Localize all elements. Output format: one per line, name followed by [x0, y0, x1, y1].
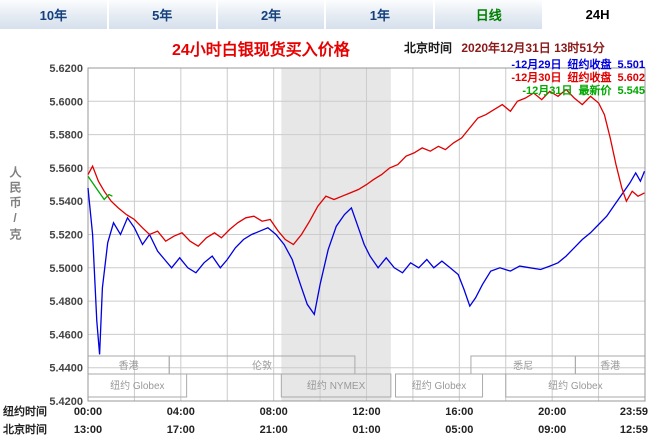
y-tick-label: 5.5200	[49, 230, 83, 242]
market-session-label: 纽约 Globex	[110, 379, 164, 392]
tab-2-year[interactable]: 2年	[217, 0, 327, 29]
y-tick-label: 5.6200	[49, 63, 83, 75]
x-tick-bj-time: 13:00	[74, 424, 102, 436]
plot-border	[87, 67, 646, 402]
legend-row-dec29: -12月29日 纽约收盘 5.501	[511, 59, 645, 72]
period-tabbar: 10年 5年 2年 1年 日线 24H	[0, 0, 651, 29]
beijing-time-label: 北京时间	[404, 41, 453, 55]
x-tick-ny-time: 04:00	[167, 406, 195, 418]
legend-desc: 最新价	[578, 85, 612, 97]
market-session-box	[168, 355, 356, 375]
legend-row-dec31: -12月31日 最新价 5.545	[511, 85, 645, 98]
price-line-12月30日	[87, 88, 645, 248]
market-session-label: 伦敦	[252, 359, 272, 372]
legend-value: 5.545	[617, 85, 645, 97]
legend-date: 12月29日	[514, 59, 562, 71]
legend-line-marker: -	[522, 85, 526, 97]
market-session-box	[87, 373, 188, 398]
tab-24h[interactable]: 24H	[544, 0, 651, 29]
market-session-box	[280, 373, 392, 398]
market-session-box	[470, 355, 576, 375]
y-tick-label: 5.5000	[49, 263, 83, 275]
legend-desc: 纽约收盘	[567, 72, 612, 84]
price-line-12月31日	[87, 175, 113, 201]
ny-time-axis-label: 纽约时间	[3, 404, 47, 418]
market-session-label: 纽约 Globex	[548, 379, 602, 392]
x-tick-ny-time: 00:00	[74, 406, 102, 418]
tab-10-year[interactable]: 10年	[0, 0, 109, 29]
session-highlight-band	[281, 68, 391, 401]
y-tick-label: 5.4200	[49, 396, 83, 408]
legend-line-marker: -	[511, 59, 515, 71]
legend-line-marker: -	[511, 72, 515, 84]
x-tick-ny-time: 16:00	[445, 406, 473, 418]
market-session-box	[395, 373, 484, 398]
market-session-label: 香港	[600, 360, 620, 372]
legend-date: 12月31日	[525, 85, 573, 97]
market-session-label: 纽约 Globex	[412, 379, 466, 392]
x-tick-bj-time: 05:00	[445, 424, 473, 436]
x-tick-bj-time: 12:59	[620, 424, 648, 436]
y-tick-label: 5.5400	[49, 196, 83, 208]
legend-date: 12月30日	[514, 72, 562, 84]
chart-title: 24小时白银现货买入价格	[172, 42, 350, 59]
market-session-box	[574, 355, 646, 375]
market-session-label: 香港	[119, 360, 139, 372]
legend: -12月29日 纽约收盘 5.501 -12月30日 纽约收盘 5.602 -12月31…	[511, 59, 645, 98]
legend-value: 5.602	[617, 72, 645, 84]
beijing-time-display: 北京时间 2020年12月31日 13时51分	[404, 39, 605, 56]
beijing-datetime: 2020年12月31日 13时51分	[461, 41, 605, 55]
x-tick-bj-time: 21:00	[260, 424, 288, 436]
y-tick-label: 5.5800	[49, 130, 83, 142]
y-tick-label: 5.4400	[49, 363, 83, 375]
market-session-label: 悉尼	[513, 360, 533, 372]
x-tick-bj-time: 09:00	[538, 424, 566, 436]
legend-value: 5.501	[617, 59, 645, 71]
x-tick-ny-time: 20:00	[538, 406, 566, 418]
y-tick-label: 5.5600	[49, 163, 83, 175]
market-session-label: 纽约 NYMEX	[307, 379, 366, 392]
tab-5-year[interactable]: 5年	[108, 0, 218, 29]
tab-daily-line[interactable]: 日线	[435, 0, 545, 29]
x-tick-ny-time: 08:00	[260, 406, 288, 418]
x-tick-bj-time: 01:00	[352, 424, 380, 436]
y-axis-title: 人民币/克	[8, 166, 22, 243]
legend-desc: 纽约收盘	[567, 59, 612, 71]
y-tick-label: 5.4600	[49, 329, 83, 341]
y-tick-label: 5.6000	[49, 96, 83, 108]
x-tick-ny-time: 12:00	[352, 406, 380, 418]
x-tick-ny-time: 23:59	[620, 406, 648, 418]
x-tick-bj-time: 17:00	[167, 424, 195, 436]
market-session-box	[87, 355, 170, 375]
market-session-box	[505, 373, 646, 398]
legend-row-dec30: -12月30日 纽约收盘 5.602	[511, 72, 645, 85]
tab-1-year[interactable]: 1年	[326, 0, 436, 29]
price-line-12月29日	[87, 170, 646, 355]
bj-time-axis-label: 北京时间	[3, 422, 47, 436]
y-tick-label: 5.4800	[49, 296, 83, 308]
